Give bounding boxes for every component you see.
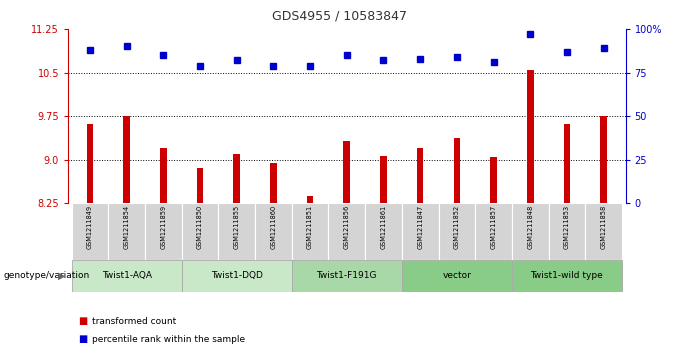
Text: GSM1211847: GSM1211847: [417, 205, 423, 249]
Bar: [600, 116, 607, 203]
Bar: [292, 260, 402, 292]
Bar: [71, 260, 182, 292]
Bar: [108, 203, 145, 260]
Bar: [71, 203, 108, 260]
Text: GSM1211850: GSM1211850: [197, 205, 203, 249]
Text: GSM1211851: GSM1211851: [307, 205, 313, 249]
Bar: [255, 203, 292, 260]
Bar: [160, 148, 167, 203]
Bar: [145, 203, 182, 260]
Bar: [417, 148, 424, 203]
Bar: [87, 124, 93, 203]
Bar: [270, 163, 277, 203]
Text: GDS4955 / 10583847: GDS4955 / 10583847: [273, 9, 407, 22]
Text: Twist1-DQD: Twist1-DQD: [211, 272, 262, 280]
Bar: [402, 203, 439, 260]
Text: GSM1211853: GSM1211853: [564, 205, 570, 249]
Text: GSM1211861: GSM1211861: [381, 205, 386, 249]
Bar: [585, 203, 622, 260]
Bar: [233, 154, 240, 203]
Bar: [564, 124, 571, 203]
Text: GSM1211860: GSM1211860: [271, 205, 277, 249]
Bar: [182, 203, 218, 260]
Text: transformed count: transformed count: [92, 317, 176, 326]
Bar: [328, 203, 365, 260]
Bar: [512, 260, 622, 292]
Text: GSM1211849: GSM1211849: [87, 205, 93, 249]
Bar: [439, 203, 475, 260]
Bar: [343, 141, 350, 203]
Bar: [512, 203, 549, 260]
Bar: [402, 260, 512, 292]
Text: GSM1211852: GSM1211852: [454, 205, 460, 249]
Bar: [307, 196, 313, 203]
Text: Twist1-AQA: Twist1-AQA: [102, 272, 152, 280]
Text: GSM1211856: GSM1211856: [344, 205, 350, 249]
Text: ■: ■: [78, 334, 88, 344]
Bar: [292, 203, 328, 260]
Bar: [527, 70, 534, 203]
Bar: [475, 203, 512, 260]
Text: genotype/variation: genotype/variation: [3, 272, 90, 280]
Bar: [197, 168, 203, 203]
Bar: [490, 157, 497, 203]
Text: ▶: ▶: [58, 271, 65, 281]
Bar: [365, 203, 402, 260]
Bar: [123, 116, 130, 203]
Text: percentile rank within the sample: percentile rank within the sample: [92, 335, 245, 344]
Text: vector: vector: [443, 272, 471, 280]
Bar: [182, 260, 292, 292]
Bar: [454, 138, 460, 203]
Text: GSM1211857: GSM1211857: [490, 205, 496, 249]
Text: GSM1211848: GSM1211848: [527, 205, 533, 249]
Text: Twist1-F191G: Twist1-F191G: [317, 272, 377, 280]
Text: Twist1-wild type: Twist1-wild type: [530, 272, 603, 280]
Text: GSM1211855: GSM1211855: [234, 205, 240, 249]
Bar: [549, 203, 585, 260]
Text: GSM1211859: GSM1211859: [160, 205, 167, 249]
Bar: [218, 203, 255, 260]
Text: GSM1211854: GSM1211854: [124, 205, 130, 249]
Bar: [380, 156, 387, 203]
Text: GSM1211858: GSM1211858: [600, 205, 607, 249]
Text: ■: ■: [78, 316, 88, 326]
